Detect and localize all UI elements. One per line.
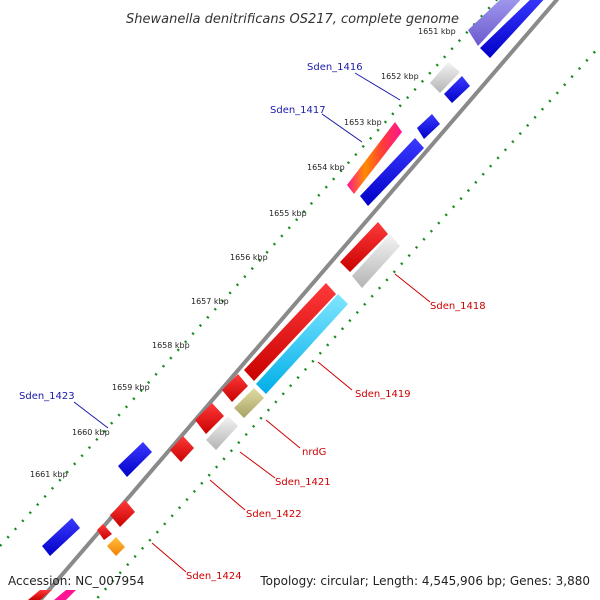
gene-label-sden-1423[interactable]: Sden_1423 bbox=[19, 391, 75, 402]
kbp-label: 1651 kbp bbox=[418, 27, 456, 36]
gene-label-sden-1424[interactable]: Sden_1424 bbox=[186, 571, 242, 582]
kbp-label: 1659 kbp bbox=[112, 383, 150, 392]
gene-sden-1418-red[interactable] bbox=[340, 222, 388, 272]
gene-blue-lower[interactable] bbox=[42, 518, 80, 556]
gene-red-tiny[interactable] bbox=[97, 524, 112, 540]
forward-strand-genes bbox=[42, 0, 525, 556]
tick-track-inner bbox=[93, 45, 600, 600]
gene-label-sden-1419[interactable]: Sden_1419 bbox=[355, 389, 411, 400]
gene-blue-inner-1417a[interactable] bbox=[417, 114, 440, 139]
gene-sden-1421-grey[interactable] bbox=[206, 416, 238, 450]
kbp-label: 1658 kbp bbox=[152, 341, 190, 350]
kbp-label: 1657 kbp bbox=[191, 297, 229, 306]
gene-label-sden-1422[interactable]: Sden_1422 bbox=[246, 509, 302, 520]
gene-small-red-1[interactable] bbox=[222, 374, 248, 402]
kbp-label: 1661 kbp bbox=[30, 470, 68, 479]
gene-top-blue-inner[interactable] bbox=[480, 0, 548, 58]
gene-labels: Sden_1416 Sden_1417 Sden_1423 Sden_1418 … bbox=[19, 62, 486, 582]
kbp-labels: 1651 kbp 1652 kbp 1653 kbp 1654 kbp 1655… bbox=[30, 27, 456, 479]
kbp-label: 1654 kbp bbox=[307, 163, 345, 172]
gene-sden-1422-red[interactable] bbox=[170, 436, 194, 462]
reverse-strand-genes bbox=[28, 0, 548, 600]
gene-bottom-magenta[interactable] bbox=[54, 590, 76, 600]
accession-text: Accession: NC_007954 bbox=[8, 574, 145, 588]
gene-bottom-red[interactable] bbox=[28, 590, 52, 600]
gene-sden-1417-block[interactable] bbox=[347, 122, 402, 194]
kbp-label: 1660 kbp bbox=[72, 428, 110, 437]
gene-label-sden-1417[interactable]: Sden_1417 bbox=[270, 105, 326, 116]
gene-red-lower[interactable] bbox=[110, 500, 135, 527]
genome-stats-text: Topology: circular; Length: 4,545,906 bp… bbox=[260, 574, 590, 588]
gene-small-red-2[interactable] bbox=[195, 403, 224, 434]
gene-sden-1416-grey[interactable] bbox=[430, 62, 460, 93]
genome-title: Shewanella denitrificans OS217, complete… bbox=[126, 12, 459, 27]
kbp-label: 1655 kbp bbox=[269, 209, 307, 218]
gene-nrdg-olive[interactable] bbox=[234, 388, 264, 418]
gene-label-nrdg[interactable]: nrdG bbox=[302, 447, 326, 458]
gene-blue-inner-1417b[interactable] bbox=[360, 138, 424, 206]
gene-top-purple[interactable] bbox=[468, 0, 525, 46]
kbp-label: 1656 kbp bbox=[230, 253, 268, 262]
kbp-label: 1653 kbp bbox=[344, 118, 382, 127]
gene-label-sden-1421[interactable]: Sden_1421 bbox=[275, 477, 331, 488]
tick-track-outer bbox=[0, 0, 499, 547]
gene-sden-1418-grey[interactable] bbox=[352, 234, 400, 288]
kbp-label: 1652 kbp bbox=[381, 72, 419, 81]
gene-sden-1419-red[interactable] bbox=[244, 283, 336, 381]
leader-lines bbox=[73, 72, 431, 573]
gene-blue-inner-1416[interactable] bbox=[444, 76, 470, 103]
gene-sden-1423-blue[interactable] bbox=[118, 442, 152, 477]
gene-label-sden-1418[interactable]: Sden_1418 bbox=[430, 301, 486, 312]
gene-sden-1424-orange[interactable] bbox=[107, 537, 125, 556]
gene-label-sden-1416[interactable]: Sden_1416 bbox=[307, 62, 363, 73]
gene-sden-1419-cyan[interactable] bbox=[256, 294, 348, 394]
